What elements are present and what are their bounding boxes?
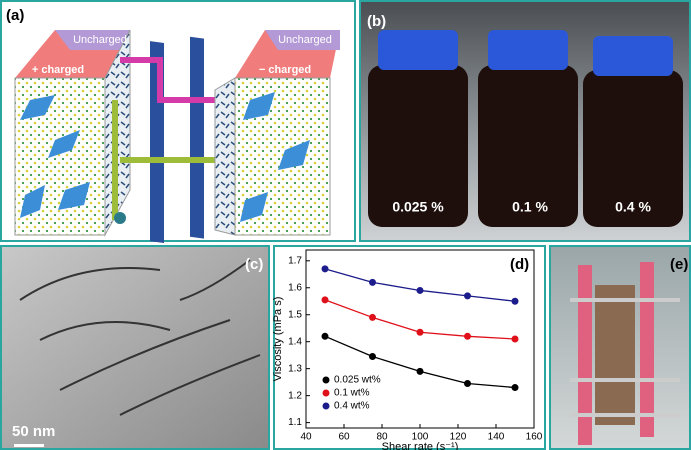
x-tick-label: 40 [300,432,312,443]
legend-label: 0.025 wt% [334,375,381,386]
marker [322,333,329,340]
marker [464,380,471,387]
x-axis-label: Shear rate (s⁻¹) [382,441,459,450]
box-label: + charged [32,64,84,76]
scale-bar [14,444,44,447]
marker [417,329,424,336]
marker [417,368,424,375]
marker [369,353,376,360]
marker [464,292,471,299]
marker [322,265,329,272]
figure: (a) Uncharged + charged Uncharged − char… [0,0,691,450]
box-label: Uncharged [278,34,332,46]
bottle-label: 0.1 % [512,199,548,215]
legend-label: 0.1 wt% [334,388,370,399]
marker [322,296,329,303]
stack [595,285,635,425]
marker [417,287,424,294]
scale-label: 50 nm [12,423,55,440]
box-label: − charged [259,64,311,76]
bottle [368,30,468,227]
legend-label: 0.4 wt% [334,401,370,412]
y-tick-label: 1.2 [288,390,302,401]
box-label: Uncharged [73,34,127,46]
frame [640,262,654,437]
bottle-label: 0.025 % [392,199,444,215]
y-tick-label: 1.5 [288,309,302,320]
bottle-label: 0.4 % [615,199,651,215]
x-tick-label: 140 [488,432,505,443]
y-tick-label: 1.1 [288,417,302,428]
x-tick-label: 60 [338,432,350,443]
bolt [114,212,126,224]
marker [512,384,519,391]
y-tick-label: 1.7 [288,255,302,266]
panel-label: (d) [510,256,529,273]
panel-border [274,246,545,449]
legend-marker [323,403,330,410]
bottle [478,30,578,227]
y-axis-label: Viscosity (mPa s) [272,297,284,382]
panel-c: (c) 50 nm [1,246,269,449]
panel-label: (a) [6,7,24,24]
plate [190,37,204,239]
legend-marker [323,390,330,397]
frame [578,265,592,445]
legend-marker [323,377,330,384]
marker [464,333,471,340]
marker [512,336,519,343]
marker [512,298,519,305]
x-tick-label: 160 [526,432,543,443]
marker [369,279,376,286]
panel-a: (a) Uncharged + charged Uncharged − char… [1,1,355,243]
panel-e: (e) [550,246,690,449]
panel-label: (c) [245,256,263,273]
y-tick-label: 1.3 [288,363,302,374]
panel-b: (b) 0.025 % 0.1 % 0.4 % [360,1,690,241]
panel-label: (e) [670,256,688,273]
marker [369,314,376,321]
panel-label: (b) [367,13,386,30]
y-tick-label: 1.6 [288,282,302,293]
y-tick-label: 1.4 [288,336,302,347]
panel-border [1,246,269,449]
box-side [215,78,235,235]
